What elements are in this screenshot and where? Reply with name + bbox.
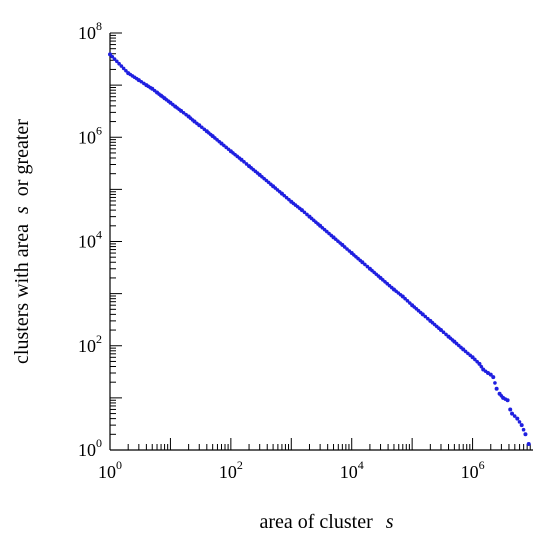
data-point-interp <box>473 357 477 362</box>
axes: 100 102 104 106 100 102 104 106 108 <box>78 19 533 482</box>
y-axis-title: clusters with area s or greater <box>11 119 33 364</box>
data-point <box>515 416 520 421</box>
data-point-interp <box>512 414 517 418</box>
data-point-interp <box>112 57 117 61</box>
data-point <box>477 361 482 366</box>
x-tick-label: 106 <box>461 458 485 482</box>
data-point <box>239 157 244 162</box>
data-point-interp <box>244 162 249 166</box>
data-point <box>526 442 531 447</box>
data-point-interp <box>444 332 448 337</box>
data-point-interp <box>517 420 522 424</box>
y-tick-label: 100 <box>78 436 102 460</box>
x-axis-title-var: s <box>386 511 394 533</box>
data-point-interp <box>479 364 484 369</box>
data-point-interp <box>305 212 309 217</box>
data-point-interp <box>119 64 124 68</box>
data-point <box>438 328 443 333</box>
data-point-interp <box>426 316 430 321</box>
y-tick-label: 106 <box>78 123 102 147</box>
data-point-interp <box>423 314 428 319</box>
x-axis-title: area of cluster s <box>259 511 393 533</box>
data-point <box>491 375 496 380</box>
data-point <box>505 398 510 403</box>
x-axis-title-text: area of cluster <box>259 511 373 533</box>
y-axis-title-pre: clusters with area <box>11 224 33 364</box>
data-point-interp <box>365 264 370 269</box>
data-point-interp <box>441 330 446 335</box>
data-point <box>299 208 304 213</box>
data-point-interp <box>284 195 289 200</box>
x-tick-label: 100 <box>98 458 122 482</box>
data-point-interp <box>199 125 204 130</box>
data-point <box>197 123 202 128</box>
data-point <box>523 432 528 437</box>
data-point <box>519 423 524 428</box>
data-point-interp <box>403 296 407 301</box>
y-tick-label: 102 <box>78 332 102 356</box>
y-tick-label: 104 <box>78 228 102 252</box>
data-point <box>360 260 365 265</box>
data-point-interp <box>342 245 347 249</box>
data-point-interp <box>345 247 349 251</box>
data-point-interp <box>242 160 246 164</box>
data-point-interp <box>493 381 497 385</box>
data-point-interp <box>115 59 119 64</box>
data-point-interp <box>110 54 115 59</box>
y-axis-title-var: s <box>11 206 33 214</box>
data-point-interp <box>282 193 287 198</box>
y-axis-title-post: or greater <box>11 119 33 197</box>
data-point <box>508 407 513 412</box>
data-point <box>488 372 493 377</box>
data-point-interp <box>405 299 410 303</box>
ticks <box>109 32 531 451</box>
data-points <box>108 52 531 447</box>
x-tick-label: 104 <box>340 458 364 482</box>
data-point-interp <box>121 66 126 71</box>
data-point <box>510 411 515 416</box>
data-point-interp <box>181 110 186 115</box>
data-point <box>108 52 112 57</box>
data-point <box>420 312 425 317</box>
y-tick-label: 108 <box>78 19 102 43</box>
data-point-interp <box>302 210 307 215</box>
data-point-interp <box>117 61 121 66</box>
x-tick-label: 102 <box>219 458 243 482</box>
data-point-interp <box>363 262 367 267</box>
data-point <box>494 386 499 391</box>
tick-labels: 100 102 104 106 100 102 104 106 108 <box>78 19 485 482</box>
data-point-interp <box>521 427 526 432</box>
